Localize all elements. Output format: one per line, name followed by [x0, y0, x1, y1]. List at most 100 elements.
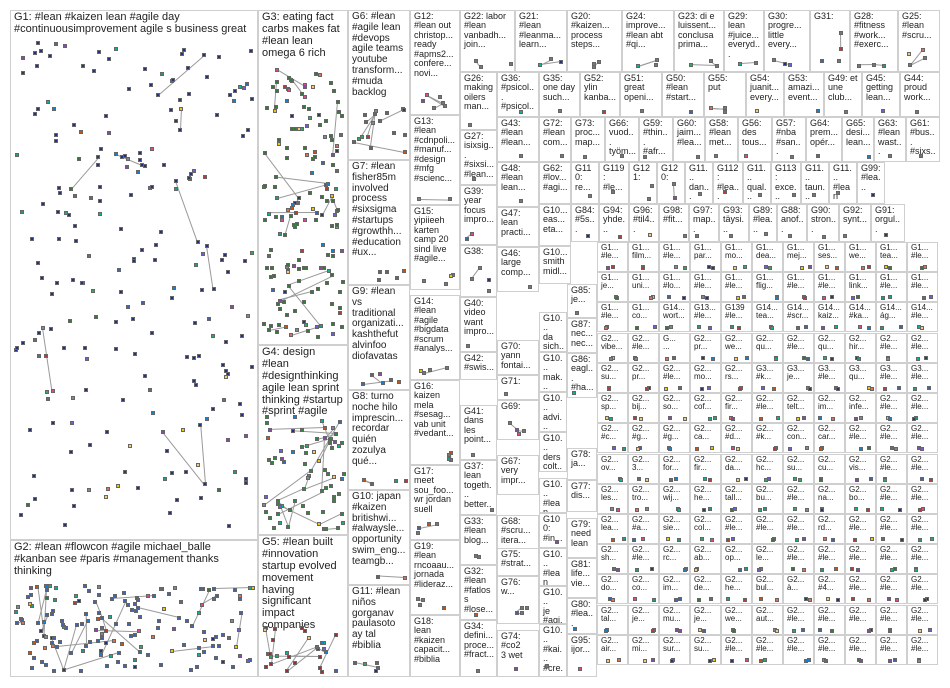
graph-node — [324, 118, 329, 123]
group-cell-small: G2... #c... — [597, 423, 628, 453]
group-cell-small: G2... #le... — [845, 605, 876, 635]
graph-node — [106, 56, 111, 61]
graph-node — [156, 626, 161, 631]
graph-node — [362, 661, 367, 666]
graph-node — [170, 295, 175, 300]
group-cell-small: G2... mo... — [690, 363, 721, 393]
graph-node — [441, 101, 446, 105]
graph-node — [54, 139, 59, 144]
graph-edge — [162, 431, 205, 485]
group-cell-small: G2... infe... — [845, 393, 876, 423]
group-label: G2... #le... — [787, 485, 805, 503]
graph-node — [274, 88, 279, 93]
graph-node — [758, 597, 763, 601]
graph-node — [293, 415, 297, 420]
graph-node — [854, 417, 859, 421]
graph-node — [610, 507, 615, 511]
group-cell-small: G14... wort... — [659, 302, 690, 332]
graph-node — [621, 447, 626, 451]
group-label: G69: — [501, 401, 521, 411]
graph-node — [29, 236, 34, 241]
group-label: G1... je... — [601, 273, 619, 291]
group-cell-small: G2... he... — [690, 484, 721, 514]
group-label: G10... je #agi... — [543, 587, 563, 624]
graph-node — [289, 113, 294, 118]
graph-node — [139, 248, 144, 253]
group-label: G11: #lean niños gorganav paulasoto ay t… — [352, 586, 401, 651]
graph-node — [339, 133, 344, 138]
graph-node — [149, 184, 154, 189]
group-label: G24: improve... #lean abt #qi... — [626, 11, 666, 50]
graph-node — [763, 265, 768, 269]
graph-node — [92, 599, 97, 604]
group-cell-small: G2... ca... — [690, 423, 721, 453]
group-cell-g79: G79: need lean — [567, 518, 597, 558]
graph-node — [917, 659, 922, 663]
graph-node — [50, 643, 55, 648]
group-label: G43: #lean #lean... — [501, 118, 531, 147]
graph-node — [836, 191, 841, 196]
group-label: G11... dan... — [689, 163, 710, 202]
graph-node — [644, 507, 649, 511]
graph-node — [678, 629, 682, 633]
group-label: G6: #lean #agile lean #devops agile team… — [352, 11, 404, 98]
graph-node — [674, 598, 679, 602]
graph-node — [887, 295, 892, 299]
graph-node — [133, 352, 138, 357]
group-cell-small: G1... #le... — [907, 242, 938, 272]
graph-node — [96, 592, 101, 597]
graph-node — [268, 662, 273, 667]
group-cell-g80: G80: #lea... — [567, 598, 597, 634]
graph-node — [300, 248, 305, 253]
graph-node — [825, 265, 830, 269]
graph-node — [249, 365, 254, 370]
graph-node — [296, 126, 301, 131]
group-label: G2... #le... — [880, 636, 898, 654]
group-cell-g57: G57: #nba #san... — [772, 117, 806, 162]
group-label: G2... so... — [663, 394, 681, 412]
group-cell-g44: G44: proud work... — [900, 72, 940, 117]
graph-node — [182, 47, 187, 52]
group-cell-small: G14... #scr... — [783, 302, 814, 332]
graph-node — [229, 619, 234, 624]
group-label: G2... tall... — [725, 485, 743, 503]
graph-node — [914, 109, 919, 114]
group-cell-small: G2... #le... — [814, 635, 845, 665]
graph-node — [211, 333, 216, 338]
graph-node — [225, 437, 230, 442]
graph-node — [249, 48, 254, 53]
graph-node — [330, 273, 335, 278]
graph-node — [156, 92, 161, 97]
group-cell-g10c: G10... smith midl... — [539, 246, 571, 284]
graph-node — [113, 151, 118, 156]
graph-node — [882, 478, 887, 482]
group-label: G2... bul... — [756, 575, 774, 593]
graph-node — [44, 588, 49, 593]
graph-node — [320, 243, 325, 248]
group-cell-small: G2... sp... — [597, 393, 628, 423]
group-label: G1... #le... — [601, 243, 619, 261]
graph-node — [95, 617, 100, 622]
group-label: G2... wij... — [663, 485, 681, 503]
graph-node — [99, 146, 104, 151]
graph-node — [368, 145, 373, 150]
group-cell-g6: G6: #lean #agile lean #devops agile team… — [348, 10, 410, 160]
graph-node — [323, 527, 328, 532]
group-cell-g45: G45: getting lean... — [862, 72, 900, 117]
group-cell-small: G2... car... — [814, 423, 845, 453]
group-label: G2... #le... — [818, 606, 836, 624]
graph-node — [263, 627, 268, 632]
group-cell-small: G3... je... — [783, 363, 814, 393]
graph-node — [329, 436, 334, 441]
graph-node — [287, 508, 292, 513]
group-cell-small: G2... #le... — [907, 454, 938, 484]
group-label: G7: #lean fisher85m involved process #si… — [352, 161, 402, 259]
group-label: G14... kaiz... — [818, 303, 840, 321]
graph-node — [286, 76, 291, 81]
group-label: G2... fir... — [694, 455, 712, 473]
group-label: G2... we... — [725, 334, 743, 352]
graph-node — [319, 669, 324, 674]
graph-node — [97, 185, 102, 190]
graph-node — [867, 598, 872, 602]
